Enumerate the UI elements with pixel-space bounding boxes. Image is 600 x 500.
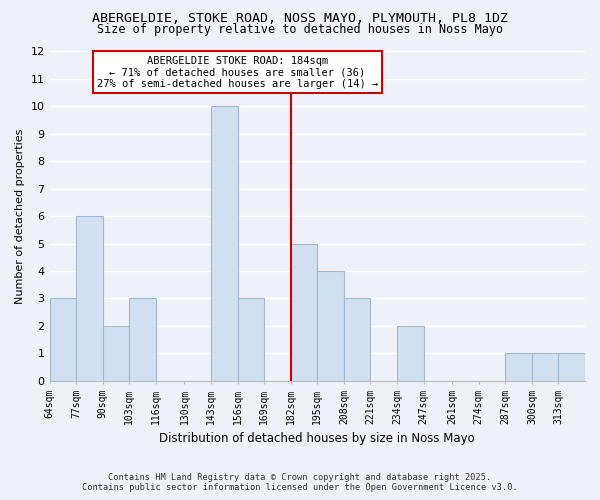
Text: ABERGELDIE STOKE ROAD: 184sqm
← 71% of detached houses are smaller (36)
27% of s: ABERGELDIE STOKE ROAD: 184sqm ← 71% of d… xyxy=(97,56,378,89)
Text: Contains HM Land Registry data © Crown copyright and database right 2025.
Contai: Contains HM Land Registry data © Crown c… xyxy=(82,473,518,492)
Text: Size of property relative to detached houses in Noss Mayo: Size of property relative to detached ho… xyxy=(97,22,503,36)
Bar xyxy=(129,298,156,381)
Bar xyxy=(238,298,264,381)
Text: ABERGELDIE, STOKE ROAD, NOSS MAYO, PLYMOUTH, PL8 1DZ: ABERGELDIE, STOKE ROAD, NOSS MAYO, PLYMO… xyxy=(92,12,508,26)
Bar xyxy=(532,354,559,381)
Bar xyxy=(291,244,317,381)
Bar xyxy=(317,271,344,381)
Bar xyxy=(344,298,370,381)
Bar xyxy=(50,298,76,381)
Bar xyxy=(505,354,532,381)
Bar xyxy=(559,354,585,381)
Bar xyxy=(397,326,424,381)
Y-axis label: Number of detached properties: Number of detached properties xyxy=(15,128,25,304)
X-axis label: Distribution of detached houses by size in Noss Mayo: Distribution of detached houses by size … xyxy=(160,432,475,445)
Bar xyxy=(76,216,103,381)
Bar xyxy=(103,326,129,381)
Bar xyxy=(211,106,238,381)
